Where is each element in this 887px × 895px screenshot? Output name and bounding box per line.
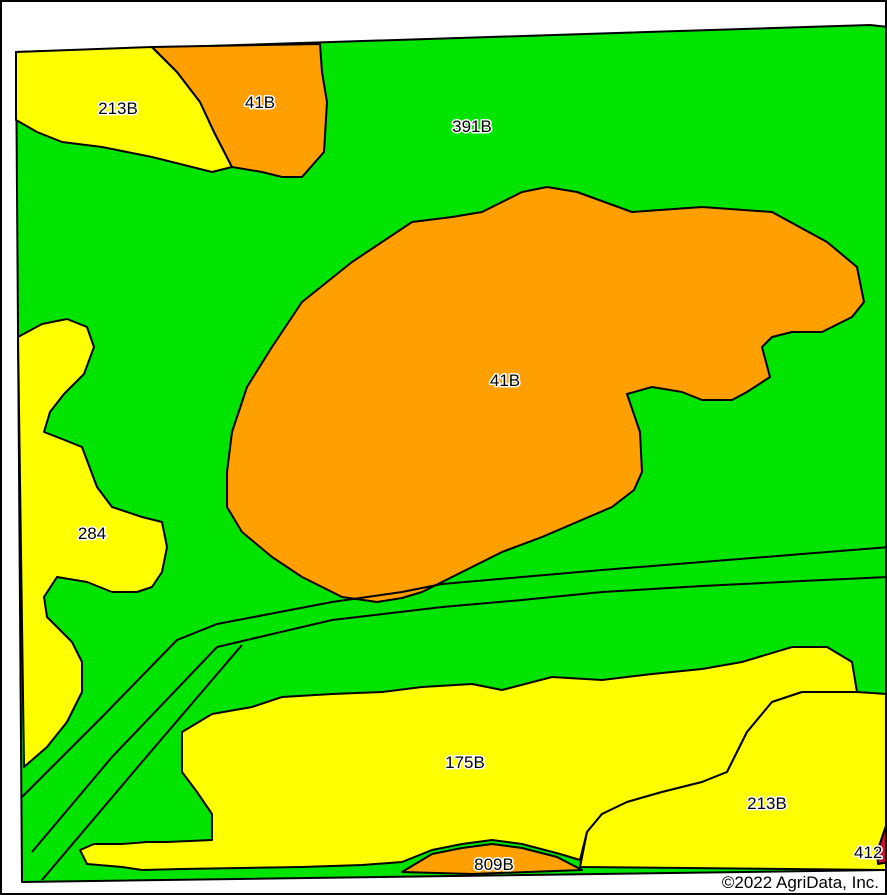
soil-polygon-809B (401, 843, 583, 875)
soil-polygon-284 (17, 318, 168, 768)
soil-label-809B: 809B (474, 855, 514, 874)
soil-label-213B-top-left: 213B (98, 99, 138, 118)
soil-label-412: 412 (854, 843, 882, 862)
soil-label-391B: 391B (452, 117, 492, 136)
soil-label-284: 284 (78, 524, 106, 543)
soil-label-41B-top: 41B (245, 93, 275, 112)
copyright-notice: ©2022 AgriData, Inc. (719, 873, 881, 892)
road-line-middle (31, 576, 885, 853)
soil-polygon-213B-bottom-right (579, 691, 885, 871)
road-line-upper (21, 546, 885, 798)
soil-polygon-41B-top (151, 43, 328, 178)
soil-label-175B: 175B (445, 753, 485, 772)
soil-polygon-41B-center (226, 186, 865, 603)
soil-label-213B-bottom-right: 213B (747, 794, 787, 813)
road-line-lower (41, 644, 243, 881)
soil-label-41B-center: 41B (490, 371, 520, 390)
soil-polygon-412 (876, 825, 885, 865)
